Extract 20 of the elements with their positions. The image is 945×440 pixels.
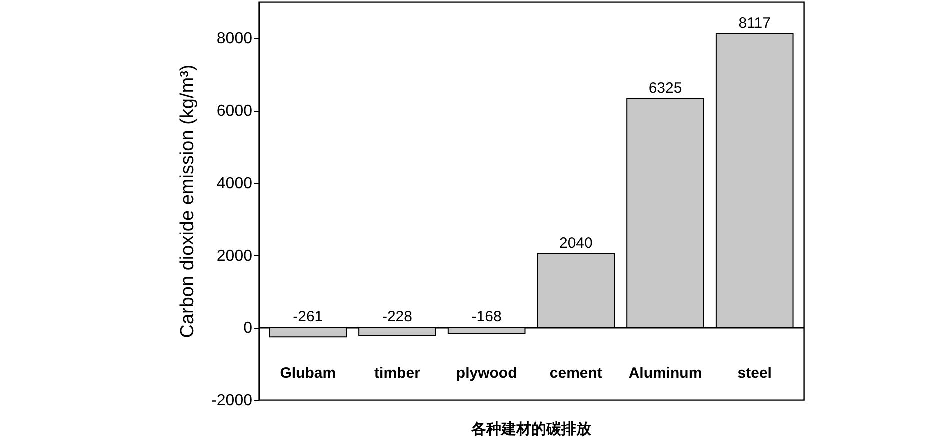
y-axis-title: Carbon dioxide emission (kg/m³) [178,64,199,338]
x-tick-label: steel [738,365,772,382]
y-tick-label: 6000 [216,103,253,120]
data-label: 6325 [648,80,682,97]
data-label: 2040 [559,234,593,252]
y-tick-label: 4000 [216,175,253,192]
text: 各种建材的碳排放 [470,420,592,438]
x-tick-label: Glubam [280,365,336,382]
data-label: -261 [293,308,324,326]
x-tick-label: cement [550,365,602,382]
data-label: -168 [472,308,502,326]
y-tick-label: -2000 [212,392,253,410]
data-label: 8117 [738,14,771,32]
y-tick-label: 8000 [216,30,253,48]
x-tick-label: Aluminum [628,365,702,382]
x-tick-label: plywood [456,365,518,382]
y-tick-label: 0 [244,320,253,338]
x-tick-label: timber [374,365,421,382]
y-tick-label: 2000 [216,248,253,265]
data-label: -228 [382,308,412,326]
